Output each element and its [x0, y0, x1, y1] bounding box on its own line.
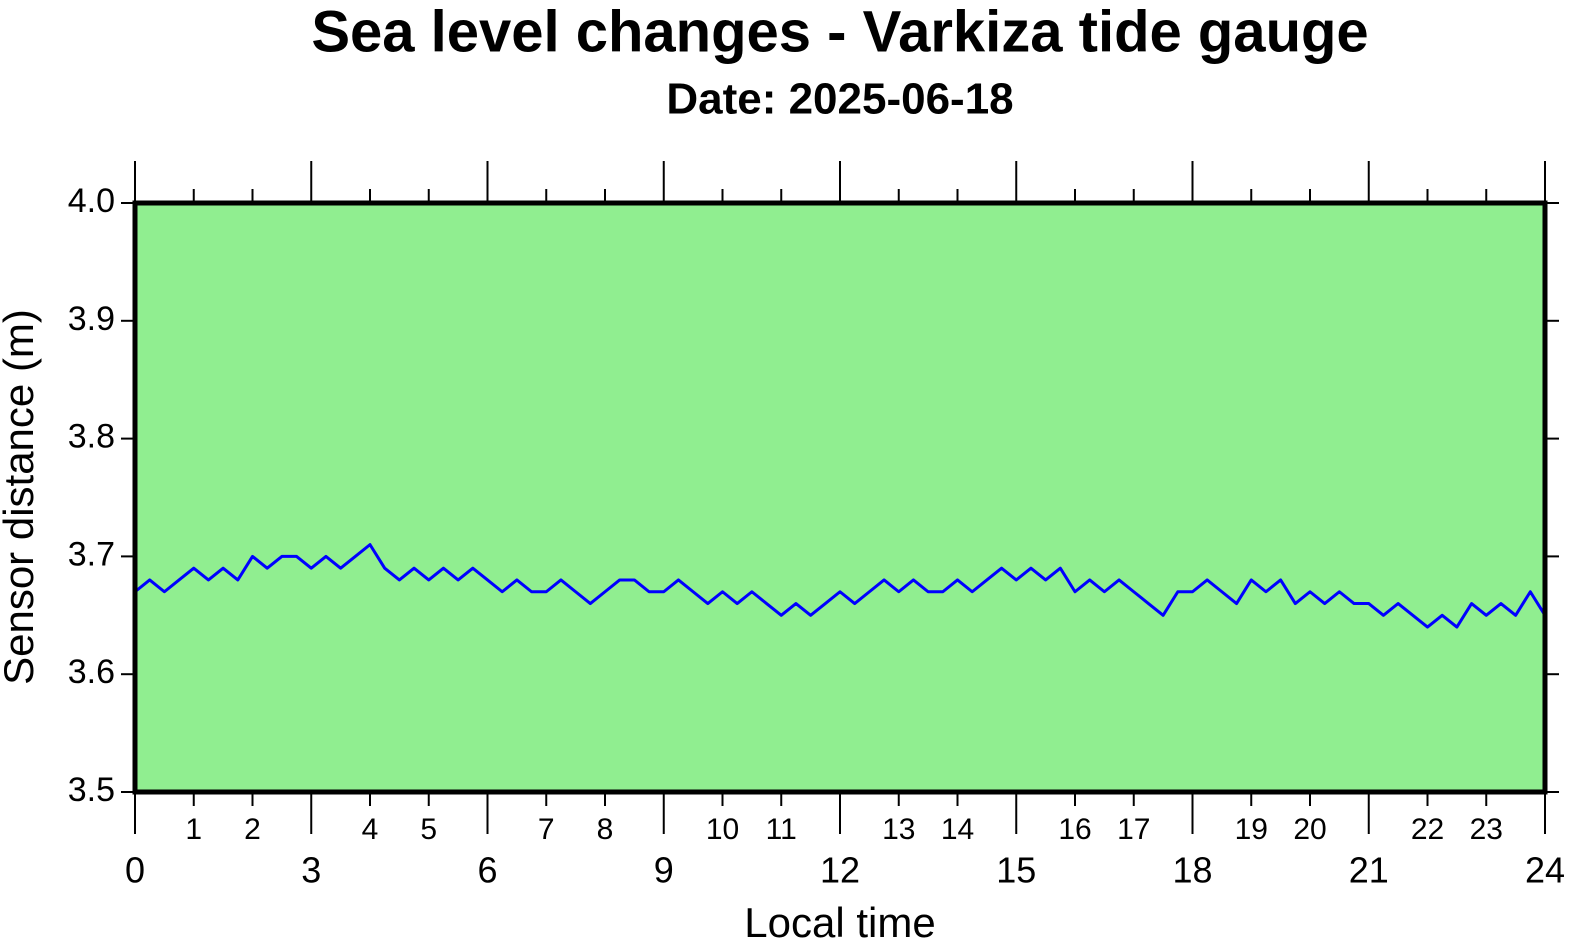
x-minor-tick-label: 11 [766, 813, 797, 846]
x-tick-label: 18 [1172, 850, 1212, 891]
x-tick-label: 0 [125, 850, 145, 891]
x-axis-label: Local time [744, 899, 935, 946]
plot-area [135, 203, 1545, 792]
y-tick-label: 3.9 [68, 300, 115, 338]
x-tick-label: 24 [1525, 850, 1565, 891]
y-tick-label: 3.6 [68, 653, 115, 691]
x-minor-tick-label: 8 [597, 813, 614, 846]
x-minor-tick-label: 4 [362, 813, 379, 846]
x-minor-tick-label: 7 [538, 813, 555, 846]
x-minor-tick-label: 20 [1293, 813, 1326, 846]
x-minor-tick-label: 23 [1470, 813, 1503, 846]
y-tick-label: 3.8 [68, 418, 115, 456]
y-tick-label: 4.0 [68, 182, 115, 220]
y-axis-label: Sensor distance (m) [0, 309, 42, 685]
x-minor-tick-label: 19 [1235, 813, 1268, 846]
x-tick-label: 6 [477, 850, 497, 891]
x-tick-label: 12 [820, 850, 860, 891]
x-tick-label: 9 [654, 850, 674, 891]
x-minor-tick-label: 14 [941, 813, 974, 846]
x-minor-tick-label: 16 [1058, 813, 1091, 846]
y-tick-label: 3.7 [68, 535, 115, 573]
x-minor-tick-label: 5 [420, 813, 437, 846]
x-minor-tick-label: 2 [244, 813, 261, 846]
x-tick-label: 15 [996, 850, 1036, 891]
x-tick-label: 3 [301, 850, 321, 891]
y-tick-label: 3.5 [68, 771, 115, 809]
x-tick-label: 21 [1349, 850, 1389, 891]
x-minor-tick-label: 13 [882, 813, 915, 846]
chart-title: Sea level changes - Varkiza tide gauge [311, 0, 1368, 64]
x-minor-tick-label: 17 [1117, 813, 1150, 846]
x-minor-tick-label: 10 [706, 813, 739, 846]
x-minor-tick-label: 22 [1411, 813, 1444, 846]
data-line [134, 543, 1547, 629]
chart-subtitle: Date: 2025-06-18 [666, 75, 1013, 124]
x-minor-tick-label: 1 [185, 813, 202, 846]
